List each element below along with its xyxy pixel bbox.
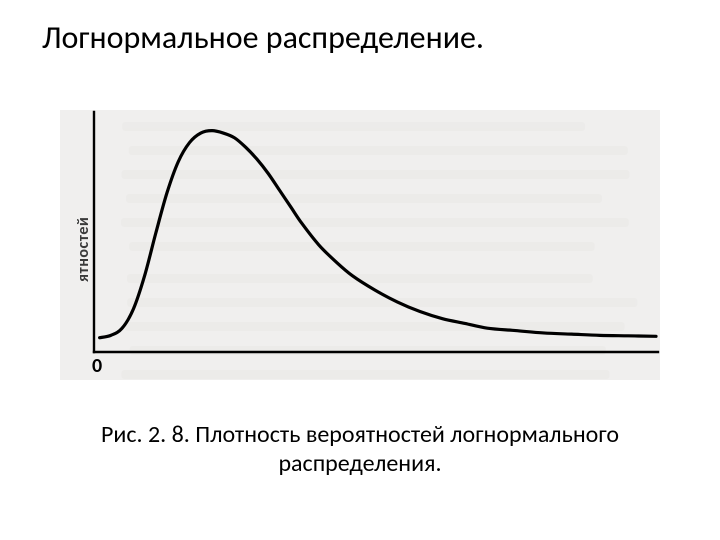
caption-line-2: распределения. (278, 449, 441, 478)
lognormal-chart (60, 110, 660, 380)
chart-container: ятностей 0 (60, 110, 660, 380)
caption-line-1: Рис. 2. 8. Плотность вероятностей логнор… (101, 420, 619, 449)
x-axis-zero-label: 0 (92, 354, 102, 378)
slide-root: Логнормальное распределение. ятностей 0 … (0, 0, 720, 540)
slide-title: Логнормальное распределение. (0, 18, 720, 57)
y-axis-partial-label: ятностей (74, 217, 93, 282)
figure-caption: Рис. 2. 8. Плотность вероятностей логнор… (0, 420, 720, 478)
